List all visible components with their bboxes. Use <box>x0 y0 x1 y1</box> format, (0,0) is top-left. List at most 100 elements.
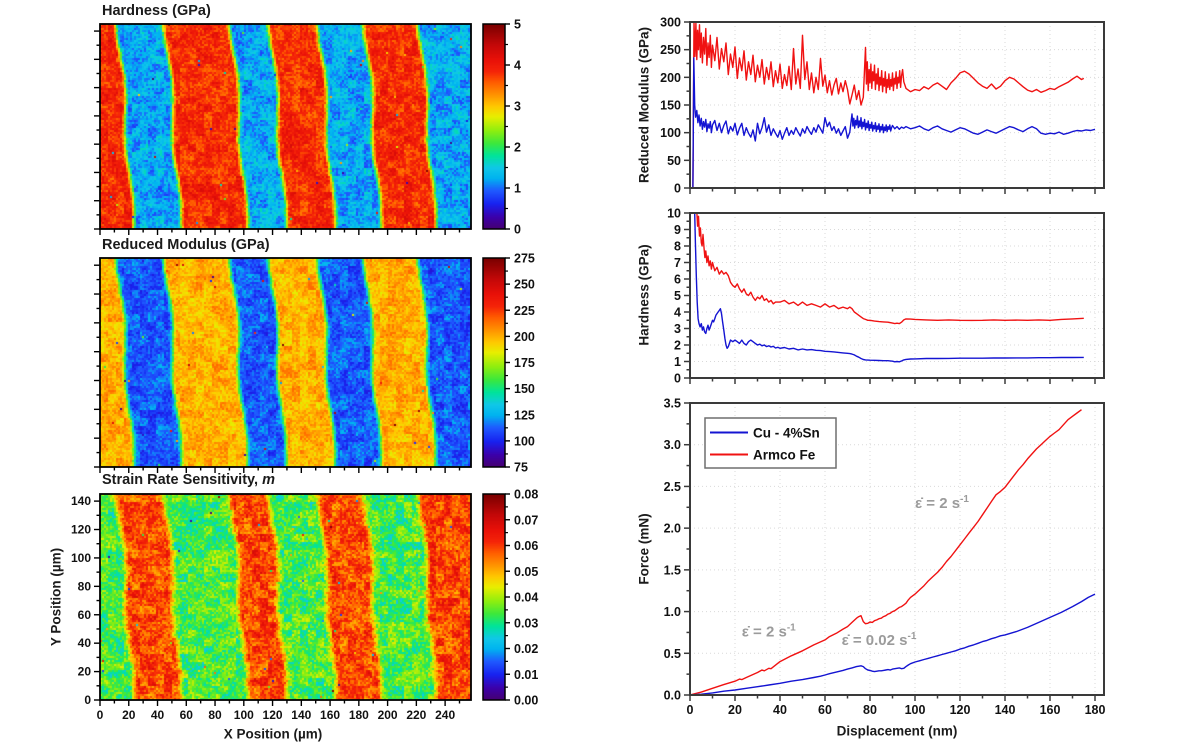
series-cu-4-sn <box>693 213 1084 363</box>
tick-label: 9 <box>674 223 681 237</box>
line-plot-2: 0 20 40 60 80 100 120 140 160 180 0.0 0.5 1.0 1.5 2.0 2… <box>664 397 1106 718</box>
legend-label-1: Armco Fe <box>753 448 816 463</box>
tick-label: 180 <box>1085 703 1106 717</box>
series-cu-4-sn <box>692 57 1096 188</box>
tick-label: 120 <box>71 523 91 537</box>
tick-label: 180 <box>349 708 369 722</box>
maps-y-axis-label: Y Position (µm) <box>48 547 64 647</box>
tick-label: 80 <box>78 579 92 593</box>
tick-label: 20 <box>122 708 136 722</box>
tick-label: 3 <box>674 322 681 336</box>
modulus-plot-y-label: Reduced Modulus (GPa) <box>636 26 652 184</box>
strain-rate-colorbar <box>483 494 505 700</box>
tick-label: 60 <box>78 608 92 622</box>
annotation-2: ε̇ = 0.02 s-1 <box>842 631 917 649</box>
tick-label: 0.02 <box>514 642 538 656</box>
tick-label: 5 <box>514 18 521 32</box>
tick-label: 0.07 <box>514 513 538 527</box>
tick-label: 275 <box>514 252 535 266</box>
tick-label: 300 <box>660 16 681 30</box>
tick-label: 175 <box>514 356 535 370</box>
tick-label: 7 <box>674 256 681 270</box>
tick-label: 160 <box>1040 703 1061 717</box>
tick-label: 0.05 <box>514 565 538 579</box>
tick-label: 2.5 <box>664 480 681 494</box>
reduced-modulus-map-image <box>100 258 471 467</box>
line-plot-1: 0 1 2 3 4 5 6 7 8 9 10 <box>667 207 1105 386</box>
tick-label: 125 <box>514 408 535 422</box>
tick-label: 100 <box>514 434 535 448</box>
heatmap-axes-2: 0 20 40 60 80 100 120 140 160 180 200 220 240 0 20 40 60… <box>71 488 538 723</box>
reduced-modulus-colorbar <box>483 258 505 467</box>
tick-label: 2 <box>674 339 681 353</box>
tick-label: 1.5 <box>664 563 681 577</box>
tick-label: 1 <box>674 355 681 369</box>
tick-label: 4 <box>514 59 521 73</box>
hardness-colorbar <box>483 24 505 229</box>
tick-label: 100 <box>234 708 254 722</box>
tick-label: 140 <box>71 494 91 508</box>
tick-label: 240 <box>435 708 455 722</box>
annotation-0: ε̇ = 2 s-1 <box>915 494 969 512</box>
tick-label: 3.0 <box>664 438 681 452</box>
tick-label: 0 <box>514 223 521 237</box>
annotation-1: ε̇ = 2 s-1 <box>742 623 796 641</box>
hardness-plot-y-label: Hardness (GPa) <box>636 244 652 346</box>
tick-label: 4 <box>674 306 681 320</box>
tick-label: 100 <box>905 703 926 717</box>
tick-label: 2 <box>514 141 521 155</box>
series-armco-fe <box>690 409 1082 695</box>
tick-label: 40 <box>151 708 165 722</box>
tick-label: 60 <box>818 703 832 717</box>
strain-rate-sensitivity-map-image <box>100 494 471 700</box>
tick-label: 200 <box>378 708 398 722</box>
tick-label: 150 <box>660 99 681 113</box>
line-plot-0: 0 50 100 150 200 250 300 <box>660 16 1105 196</box>
tick-label: 200 <box>514 330 535 344</box>
tick-label: 0 <box>687 703 694 717</box>
tick-label: 0.00 <box>514 694 538 708</box>
tick-label: 225 <box>514 304 535 318</box>
tick-label: 100 <box>71 551 91 565</box>
tick-label: 0.03 <box>514 616 538 630</box>
tick-label: 3 <box>514 100 521 114</box>
series-cu-4-sn <box>690 593 1096 695</box>
tick-label: 100 <box>660 126 681 140</box>
maps-x-axis-label: X Position (µm) <box>223 726 323 742</box>
tick-label: 8 <box>674 240 681 254</box>
tick-label: 250 <box>514 278 535 292</box>
strain-rate-map-title-text: Strain Rate Sensitivity, <box>102 472 263 488</box>
tick-label: 75 <box>514 461 528 475</box>
series-group-2 <box>690 409 1096 695</box>
tick-label: 20 <box>78 665 92 679</box>
tick-label: 2.0 <box>664 522 681 536</box>
reduced-modulus-map-title-text: Reduced Modulus (GPa) <box>102 237 270 253</box>
tick-label: 160 <box>320 708 340 722</box>
series-armco-fe <box>692 22 1085 188</box>
series-group-1 <box>693 213 1084 363</box>
tick-label: 120 <box>263 708 283 722</box>
tick-label: 140 <box>995 703 1016 717</box>
tick-label: 200 <box>660 71 681 85</box>
tick-label: 0.04 <box>514 591 538 605</box>
tick-label: 40 <box>78 636 92 650</box>
tick-label: 150 <box>514 382 535 396</box>
tick-label: 10 <box>667 207 681 221</box>
tick-label: 0.08 <box>514 488 538 502</box>
tick-label: 1.0 <box>664 605 681 619</box>
tick-label: 0.06 <box>514 539 538 553</box>
tick-label: 5 <box>674 289 681 303</box>
tick-label: 140 <box>291 708 311 722</box>
strain-rate-map-title-italic: m <box>262 472 275 488</box>
legend-label-0: Cu - 4%Sn <box>753 426 820 441</box>
tick-label: 6 <box>674 273 681 287</box>
tick-label: 0 <box>674 182 681 196</box>
tick-label: 0.01 <box>514 668 538 682</box>
hardness-map-image <box>100 24 471 229</box>
reduced-modulus-map-title: Reduced Modulus (GPa) <box>102 237 270 253</box>
tick-label: 80 <box>208 708 222 722</box>
heatmap-axes-0: 0 1 2 3 4 5 <box>94 18 521 237</box>
tick-label: 1 <box>514 182 521 196</box>
series-armco-fe <box>696 213 1084 325</box>
